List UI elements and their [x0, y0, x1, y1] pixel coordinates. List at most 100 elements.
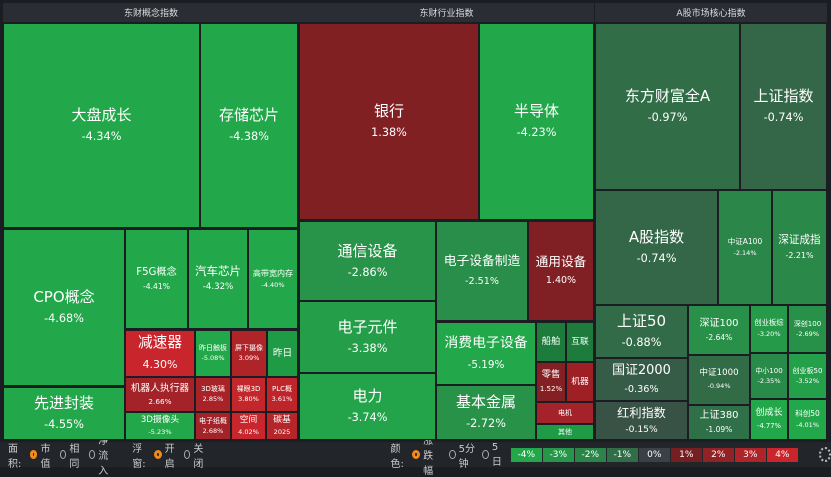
tile[interactable]: 半导体 -4.23% — [479, 23, 594, 220]
tile[interactable]: 创业板综 -3.20% — [750, 305, 788, 353]
tile[interactable]: 东方财富全A -0.97% — [595, 23, 740, 190]
tile[interactable]: 机器 — [566, 362, 594, 402]
tile[interactable]: 大盘成长 -4.34% — [3, 23, 200, 228]
tile[interactable]: 上证指数 -0.74% — [740, 23, 827, 190]
tile[interactable]: 高带宽内存 -4.40% — [248, 229, 298, 329]
control-group: 浮窗: 开启 关闭 — [132, 440, 206, 470]
tile-change: 2025 — [273, 428, 291, 437]
tile[interactable]: 电子设备制造 -2.51% — [436, 221, 528, 321]
radio-label[interactable]: 相同 — [69, 443, 80, 470]
tile[interactable]: 深证成指 -2.21% — [772, 190, 827, 305]
tile[interactable]: 其他 — [536, 424, 594, 440]
tile-change: 2.66% — [148, 397, 172, 407]
tile-change: -2.69% — [796, 329, 819, 338]
control-label: 颜色: — [390, 443, 404, 470]
tile[interactable]: 银行 1.38% — [299, 23, 479, 220]
tile-change: -4.32% — [202, 282, 234, 293]
tile-name: 消费电子设备 — [444, 335, 528, 352]
radio-label[interactable]: 5分钟 — [458, 443, 476, 470]
tile[interactable]: 电子纸概 2.68% — [195, 412, 231, 440]
tile-name: 存储芯片 — [218, 106, 279, 125]
radio-button[interactable] — [88, 450, 96, 459]
tile-change: 4.02% — [238, 428, 259, 437]
radio-button[interactable] — [153, 450, 162, 459]
radio-button[interactable] — [183, 450, 191, 459]
tile-name: PLC概 — [271, 385, 292, 394]
tile[interactable]: 汽车芯片 -4.32% — [188, 229, 248, 329]
tile[interactable]: 昨日 — [267, 330, 298, 377]
tile[interactable]: 零售 1.52% — [536, 362, 566, 402]
tile[interactable]: 存储芯片 -4.38% — [200, 23, 298, 228]
tile-name: 其他 — [558, 427, 572, 436]
tile-change: 3.61% — [271, 395, 293, 404]
tile[interactable]: 空间 4.02% — [231, 412, 266, 440]
radio-button[interactable] — [482, 450, 489, 459]
tile-change: -4.01% — [796, 420, 819, 429]
tile[interactable]: 碳基 2025 — [266, 412, 298, 440]
tile[interactable]: 电力 -3.74% — [299, 373, 436, 440]
tile[interactable]: 3D摄像头 -5.23% — [125, 412, 195, 440]
tile-name: 创业板50 — [792, 366, 823, 375]
settings-icon[interactable] — [818, 447, 831, 462]
tile[interactable]: 创成长 -4.77% — [750, 399, 788, 440]
tile-name: CPO概念 — [33, 288, 95, 307]
tile[interactable]: 消费电子设备 -5.19% — [436, 322, 536, 385]
tile[interactable]: 深创100 -2.69% — [788, 305, 827, 353]
radio-button[interactable] — [412, 450, 421, 459]
tile-name: 大盘成长 — [71, 106, 132, 125]
tile[interactable]: 科创50 -4.01% — [788, 399, 827, 440]
tile[interactable]: F5G概念 -4.41% — [125, 229, 188, 329]
tile[interactable]: A股指数 -0.74% — [595, 190, 718, 305]
radio-label[interactable]: 市值 — [40, 443, 51, 470]
tile[interactable]: 先进封装 -4.55% — [3, 387, 125, 440]
tile-name: 国证2000 — [612, 362, 671, 378]
tile[interactable]: 中小100 -2.35% — [750, 353, 788, 399]
tile[interactable]: 机器人执行器 2.66% — [125, 377, 195, 412]
tile[interactable]: 昨日触板 -5.08% — [195, 330, 231, 377]
radio-button[interactable] — [449, 450, 456, 459]
tile[interactable]: 上证380 -1.09% — [688, 405, 750, 440]
radio-label[interactable]: 5日 — [491, 441, 502, 468]
tile[interactable]: 基本金属 -2.72% — [436, 385, 536, 440]
tile[interactable]: 中证1000 -0.94% — [688, 355, 750, 405]
tile[interactable]: 通信设备 -2.86% — [299, 221, 436, 301]
tile[interactable]: 3D玻璃 2.85% — [195, 377, 231, 412]
tile-change: -2.14% — [733, 248, 757, 257]
tile-change: -2.72% — [466, 417, 506, 431]
radio-button[interactable] — [29, 450, 38, 459]
tile[interactable]: 船舶 — [536, 322, 566, 362]
tile[interactable]: 深证100 -2.64% — [688, 305, 750, 355]
tile[interactable]: 红利指数 -0.15% — [595, 401, 688, 440]
tile[interactable]: 裸眼3D 3.80% — [231, 377, 266, 412]
tile-name: 中证A100 — [727, 236, 763, 246]
radio-button[interactable] — [59, 450, 67, 459]
tile-name: 昨日触板 — [199, 344, 227, 353]
tile-name: 汽车芯片 — [194, 263, 242, 278]
tile[interactable]: 国证2000 -0.36% — [595, 358, 688, 401]
tile-name: 屏下摄像 — [235, 344, 263, 353]
screen: 面积: 市值 相同 净流入 浮窗: 开启 关闭 颜色: 涨跌幅 5分钟 5日 -4% -3% -2% -1%… — [3, 3, 831, 477]
radio-label[interactable]: 开启 — [164, 443, 175, 470]
tile[interactable]: PLC概 3.61% — [266, 377, 298, 412]
tile[interactable]: 电机 — [536, 402, 594, 424]
tile-name: 机器 — [571, 376, 589, 387]
tile-name: 上证380 — [699, 410, 739, 422]
tile[interactable]: 通用设备 1.40% — [528, 221, 594, 321]
control-label: 面积: — [8, 443, 22, 470]
tile[interactable]: 电子元件 -3.38% — [299, 301, 436, 373]
tile[interactable]: 屏下摄像 3.09% — [231, 330, 267, 377]
tile[interactable]: CPO概念 -4.68% — [3, 229, 125, 386]
tile-name: 红利指数 — [617, 405, 666, 420]
tile[interactable]: 创业板50 -3.52% — [788, 353, 827, 399]
panel-header: A股市场核心指数 — [595, 3, 827, 22]
legend-chip: -1% — [606, 447, 638, 462]
tile-name: 银行 — [373, 102, 404, 121]
tile[interactable]: 中证A100 -2.14% — [718, 190, 772, 305]
tile-name: 互联 — [571, 336, 589, 347]
tile-change: -3.52% — [796, 376, 819, 385]
tile[interactable]: 上证50 -0.88% — [595, 305, 688, 358]
tile[interactable]: 减速器 4.30% — [125, 330, 195, 377]
tile[interactable]: 互联 — [566, 322, 594, 362]
radio-label[interactable]: 关闭 — [193, 443, 204, 470]
tile-change: -2.51% — [465, 275, 499, 287]
